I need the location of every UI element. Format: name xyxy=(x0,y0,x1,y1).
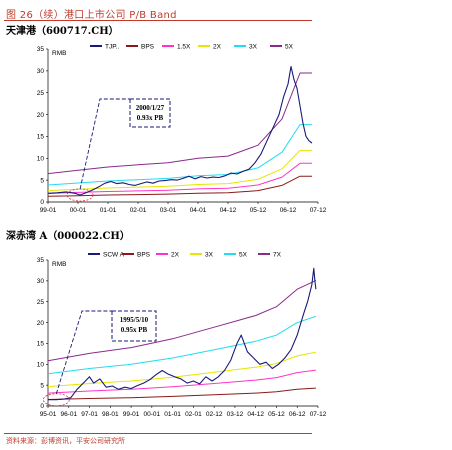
annotation-text: 1995/5/10 xyxy=(120,316,149,324)
x-tick-label: 01-01 xyxy=(164,411,181,418)
annotation-text: 0.95x PB xyxy=(121,326,148,334)
y-tick-label: 15 xyxy=(37,341,45,348)
y-tick-label: 35 xyxy=(37,46,45,53)
annotation-leader xyxy=(55,310,112,394)
annotation-text: 0.93x PB xyxy=(137,114,164,122)
y-tick-label: 5 xyxy=(40,177,44,184)
series-line-3x xyxy=(47,124,312,186)
x-tick-label: 07-12 xyxy=(310,207,327,214)
chart-chiwan-a: 0 5 10 15 20 25 30 35 RMB 95-01 96-01 97-01 98-01 99-… xyxy=(37,251,327,418)
x-tick-label: 02-12 xyxy=(206,411,223,418)
series-line-1-5x xyxy=(47,162,312,194)
legend-label: 1.5X xyxy=(177,43,191,50)
series-line-2x xyxy=(47,369,316,394)
y-tick-label: 0 xyxy=(40,199,44,206)
x-tick-label: 02-01 xyxy=(185,411,202,418)
x-tick-label: 05-12 xyxy=(250,207,267,214)
legend-label: 2X xyxy=(171,251,180,258)
legend-label: 2X xyxy=(213,43,222,50)
legend-label: 3X xyxy=(249,43,258,50)
annotation-leader xyxy=(79,98,130,190)
chart1-title: 天津港（600717.CH） xyxy=(6,26,119,37)
y-tick-label: 5 xyxy=(40,382,44,389)
legend-label: 3X xyxy=(205,251,214,258)
series-line-5x xyxy=(47,72,312,175)
series-line-bps xyxy=(47,387,316,400)
y-tick-label: 0 xyxy=(40,403,44,410)
x-tick-label: 00-01 xyxy=(144,411,161,418)
series-line-5x xyxy=(47,315,317,375)
x-tick-label: 96-01 xyxy=(60,411,77,418)
y-tick-label: 20 xyxy=(37,320,45,327)
annotation-circle xyxy=(66,188,94,202)
x-tick-label: 05-12 xyxy=(268,411,285,418)
legend-label: SCW A xyxy=(103,251,125,258)
x-tick-label: 97-01 xyxy=(81,411,98,418)
x-tick-label: 98-01 xyxy=(102,411,119,418)
x-tick-label: 99-01 xyxy=(123,411,140,418)
x-tick-label: 03-01 xyxy=(160,207,177,214)
series-line-3x xyxy=(47,351,316,388)
x-tick-label: 04-12 xyxy=(247,411,264,418)
header-rule xyxy=(4,20,312,21)
chart2-title: 深赤湾 A（000022.CH） xyxy=(6,231,130,242)
legend-label: BPS xyxy=(141,43,155,50)
y-tick-label: 25 xyxy=(37,299,45,306)
x-tick-label: 07-12 xyxy=(310,411,327,418)
x-tick-label: 04-12 xyxy=(220,207,237,214)
x-tick-label: 00-01 xyxy=(70,207,87,214)
y-tick-label: 25 xyxy=(37,90,45,97)
annotation-box xyxy=(111,310,157,342)
x-tick-label: 99-01 xyxy=(40,207,57,214)
y-tick-label: 10 xyxy=(37,361,45,368)
series-line-tjp- xyxy=(47,65,313,196)
annotation-circle xyxy=(42,393,70,407)
y-tick-label: 35 xyxy=(37,257,45,264)
y-tick-label: 30 xyxy=(37,278,45,285)
annotation-box xyxy=(129,98,171,128)
legend-label: 5X xyxy=(285,43,294,50)
y-axis-unit: RMB xyxy=(52,261,66,268)
y-tick-label: 20 xyxy=(37,112,45,119)
series-line-7x xyxy=(47,279,317,362)
x-tick-label: 01-01 xyxy=(100,207,117,214)
source-note: 资料来源：彭博资讯，平安公司研究所 xyxy=(6,437,125,445)
series-line-scw-a xyxy=(48,267,317,401)
legend-label: TJP.. xyxy=(105,43,120,50)
footer-rule xyxy=(4,433,312,434)
figure-title: 图 26（续）港口上市公司 P/B Band xyxy=(6,10,177,21)
chart-tianjin-port: 0 5 10 15 20 25 30 35 RMB 99-01 00-01 01-01 02-01 03-… xyxy=(37,43,327,214)
y-axis-unit: RMB xyxy=(52,50,66,57)
series-line-bps xyxy=(47,175,312,197)
legend-label: 7X xyxy=(273,251,282,258)
annotation-text: 2000/1/27 xyxy=(136,104,165,112)
x-tick-label: 06-12 xyxy=(280,207,297,214)
x-tick-label: 06-12 xyxy=(289,411,306,418)
series-line-2x xyxy=(47,149,312,192)
x-tick-label: 02-01 xyxy=(130,207,147,214)
legend-label: 5X xyxy=(239,251,248,258)
legend-label: BPS xyxy=(137,251,151,258)
y-tick-label: 10 xyxy=(37,155,45,162)
y-tick-label: 15 xyxy=(37,134,45,141)
x-tick-label: 03-12 xyxy=(227,411,244,418)
x-tick-label: 95-01 xyxy=(40,411,57,418)
y-tick-label: 30 xyxy=(37,68,45,75)
x-tick-label: 04-01 xyxy=(190,207,207,214)
